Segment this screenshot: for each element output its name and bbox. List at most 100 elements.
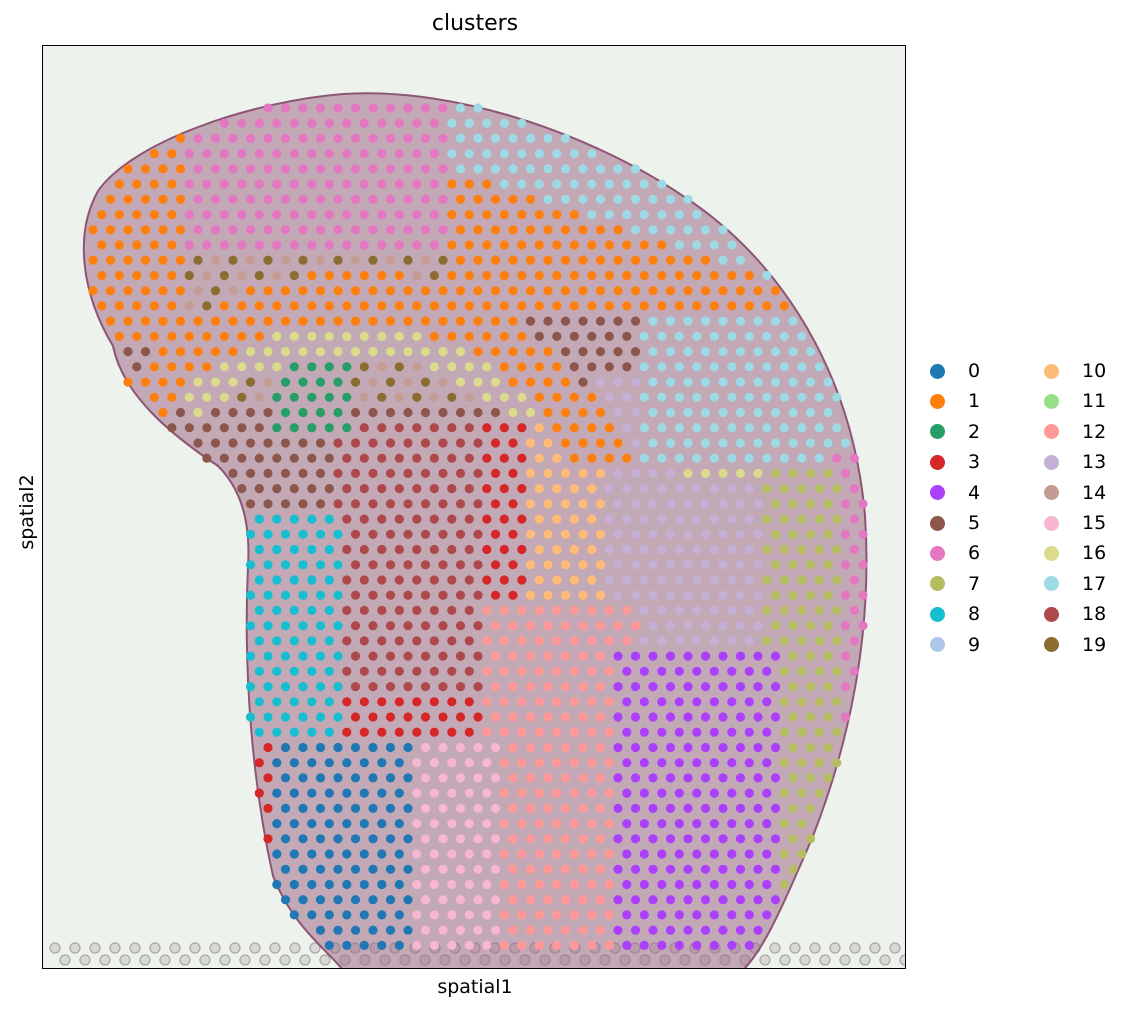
spot-cluster-10 [587, 514, 597, 524]
spot-cluster-7 [788, 499, 798, 509]
spot-cluster-17 [464, 149, 474, 159]
spot-cluster-4 [648, 925, 658, 935]
spot-cluster-17 [683, 438, 693, 448]
spot-cluster-4 [700, 682, 711, 692]
spot-cluster-4 [639, 849, 649, 859]
spot-cluster-0 [403, 742, 413, 753]
spot-cluster-4 [674, 849, 684, 859]
spot-cluster-1 [175, 225, 186, 235]
spot-cluster-6 [394, 149, 404, 159]
spot-cluster-1 [552, 362, 562, 372]
spot-cluster-13 [700, 529, 711, 539]
spot-cluster-4 [700, 895, 711, 905]
spot-cluster-18 [403, 499, 413, 509]
spot-cluster-3 [508, 529, 518, 539]
spot-cluster-1 [569, 423, 579, 433]
spot-cluster-4 [665, 712, 676, 722]
spot-cluster-14 [464, 392, 474, 402]
spot-cluster-1 [534, 270, 544, 281]
spot-cluster-8 [307, 666, 317, 676]
spot-cluster-18 [350, 468, 361, 478]
spot-cluster-10 [525, 499, 536, 509]
spot-cluster-17 [814, 362, 824, 372]
spot-cluster-13 [709, 544, 719, 555]
spot-cluster-1 [158, 225, 168, 235]
spot-cluster-4 [735, 682, 746, 692]
spot-cluster-12 [517, 849, 527, 859]
spot-cluster-4 [700, 803, 711, 814]
spot-cluster-7 [805, 712, 816, 722]
spot-cluster-18 [368, 468, 378, 478]
legend-label: 0 [968, 360, 981, 382]
spot-cluster-6 [210, 164, 221, 174]
spot-cluster-16 [289, 331, 299, 341]
spot-cluster-17 [543, 194, 553, 204]
spot-cluster-8 [254, 575, 264, 585]
spot-cluster-1 [307, 270, 317, 281]
spot-cluster-12 [587, 758, 597, 768]
spot-cluster-1 [727, 301, 737, 311]
spot-cluster-15 [438, 895, 448, 905]
spot-cluster-0 [368, 925, 378, 935]
spot-cluster-6 [377, 240, 387, 250]
spot-cluster-4 [744, 819, 754, 829]
spot-cluster-17 [464, 118, 474, 128]
spot-cluster-4 [744, 788, 754, 798]
spot-cluster-15 [455, 834, 466, 844]
spot-cluster-0 [324, 879, 334, 890]
spot-cluster-17 [709, 331, 719, 341]
spot-cluster-8 [298, 712, 308, 722]
spot-cluster-6 [429, 149, 439, 159]
spot-cluster-13 [709, 636, 719, 646]
spot-cluster-15 [447, 910, 457, 920]
spot-cluster-13 [692, 636, 702, 646]
spot-cluster-13 [683, 499, 693, 509]
spot-cluster-4 [630, 834, 641, 844]
spot-cluster-7 [779, 514, 789, 524]
spot-cluster-13 [718, 529, 728, 539]
legend-marker [1044, 515, 1059, 531]
spot-cluster-10 [525, 529, 536, 539]
spot-cluster-12 [517, 940, 527, 951]
spot-cluster-4 [718, 834, 728, 844]
spot-cluster-2 [280, 407, 291, 418]
spot-cluster-13 [622, 484, 632, 494]
spot-cluster-4 [683, 651, 693, 661]
spot-cluster-1 [333, 316, 343, 326]
spot-cluster-4 [709, 849, 719, 859]
spot-cluster-12 [543, 773, 553, 783]
spot-cluster-18 [403, 621, 413, 631]
spot-cluster-17 [744, 392, 754, 402]
spot-cluster-17 [630, 225, 641, 235]
spot-cluster-12 [569, 849, 579, 859]
spot-cluster-6 [350, 225, 361, 235]
spot-cluster-7 [762, 605, 772, 616]
spot-cluster-18 [420, 651, 431, 661]
fiducial-dot [879, 954, 891, 966]
spot-cluster-4 [770, 834, 781, 844]
spot-cluster-1 [604, 301, 614, 311]
spot-cluster-5 [263, 468, 273, 478]
spot-cluster-18 [473, 438, 483, 448]
spot-cluster-12 [525, 834, 536, 844]
spot-cluster-1 [114, 179, 124, 189]
spot-cluster-0 [359, 849, 369, 859]
spot-cluster-17 [788, 347, 798, 357]
spot-cluster-1 [525, 194, 536, 204]
spot-cluster-13 [709, 484, 719, 494]
spot-cluster-12 [517, 788, 527, 798]
spot-cluster-13 [657, 484, 667, 494]
spot-cluster-15 [482, 788, 492, 798]
spot-cluster-6 [280, 225, 291, 235]
spot-cluster-10 [543, 590, 553, 600]
spot-cluster-13 [718, 590, 728, 600]
spot-cluster-17 [552, 149, 562, 159]
spot-cluster-7 [805, 834, 816, 844]
spot-cluster-3 [517, 484, 527, 494]
spot-cluster-12 [543, 895, 553, 905]
spot-cluster-6 [403, 133, 413, 143]
spot-cluster-17 [779, 453, 789, 463]
spot-cluster-4 [718, 651, 728, 661]
spot-cluster-1 [377, 270, 387, 281]
spot-cluster-4 [648, 864, 658, 874]
